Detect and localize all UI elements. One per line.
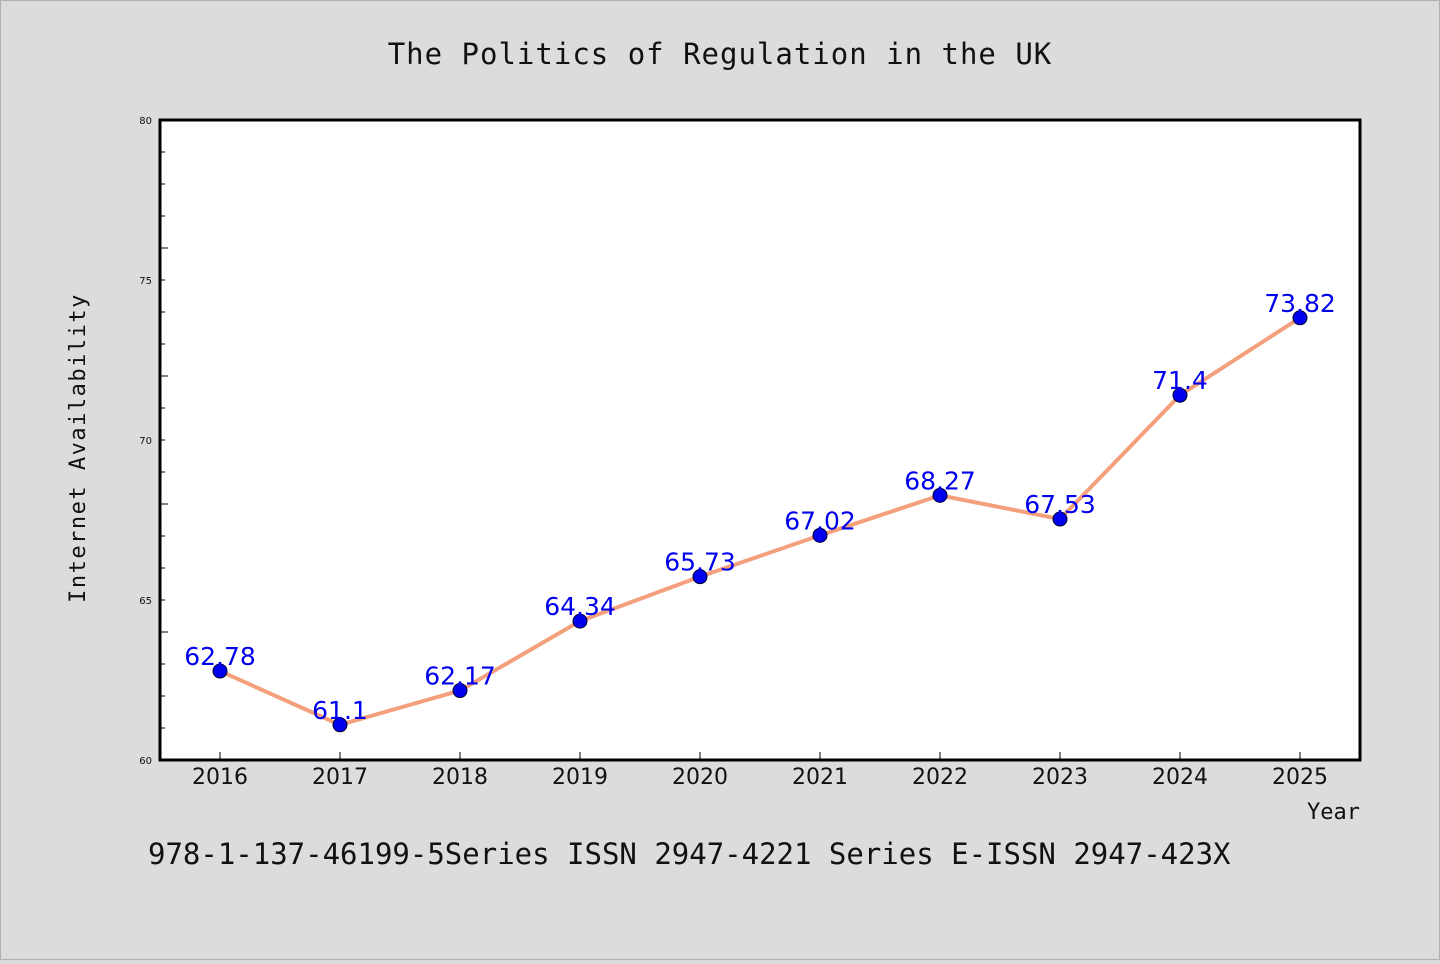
data-label: 67.53	[1024, 490, 1096, 519]
data-point	[932, 487, 948, 503]
data-label: 67.02	[784, 506, 856, 535]
x-tick-label: 2025	[1272, 765, 1328, 790]
x-tick-label: 2023	[1032, 765, 1088, 790]
data-point	[452, 683, 468, 699]
y-tick-label: 60	[139, 756, 152, 767]
series-group: 62.78 61.1 62.17 64.34 65.73 67.02 68.27 67.53 7…	[184, 289, 1336, 733]
footer-isbn-issn: 978-1-137-46199-5Series ISSN 2947-4221 S…	[148, 837, 1231, 871]
data-label: 73.82	[1264, 289, 1336, 318]
data-label: 62.78	[184, 642, 256, 671]
data-point	[1052, 511, 1068, 527]
y-axis-label: Internet Availability	[66, 293, 91, 603]
plot-area	[160, 120, 1360, 760]
data-point	[1292, 310, 1308, 326]
axes: 60 65 70 75 80 2016 2017 2018 2019 2020 2021 2022 20…	[139, 116, 1328, 790]
data-point	[692, 569, 708, 585]
x-axis-label: Year	[1307, 800, 1360, 825]
data-label: 61.1	[312, 696, 368, 725]
x-tick-label: 2017	[312, 765, 368, 790]
series-line	[218, 315, 1302, 727]
y-tick-label: 70	[139, 436, 152, 447]
data-point	[212, 663, 228, 679]
data-label: 71.4	[1152, 366, 1208, 395]
x-tick-label: 2022	[912, 765, 968, 790]
y-tick-label: 75	[139, 276, 152, 287]
x-tick-label: 2021	[792, 765, 848, 790]
data-point	[572, 613, 588, 629]
data-point	[812, 527, 828, 543]
data-label: 68.27	[904, 466, 976, 495]
plot-border	[158, 118, 1362, 762]
x-tick-label: 2019	[552, 765, 608, 790]
data-point	[332, 717, 348, 733]
data-label: 62.17	[424, 662, 496, 691]
data-label: 65.73	[664, 548, 736, 577]
data-point	[1172, 387, 1188, 403]
y-tick-label: 65	[139, 596, 152, 607]
x-tick-label: 2020	[672, 765, 728, 790]
y-tick-label: 80	[139, 116, 152, 127]
chart-title: The Politics of Regulation in the UK	[388, 37, 1053, 71]
x-tick-label: 2016	[192, 765, 248, 790]
x-tick-label: 2024	[1152, 765, 1208, 790]
x-tick-label: 2018	[432, 765, 488, 790]
data-label: 64.34	[544, 592, 616, 621]
